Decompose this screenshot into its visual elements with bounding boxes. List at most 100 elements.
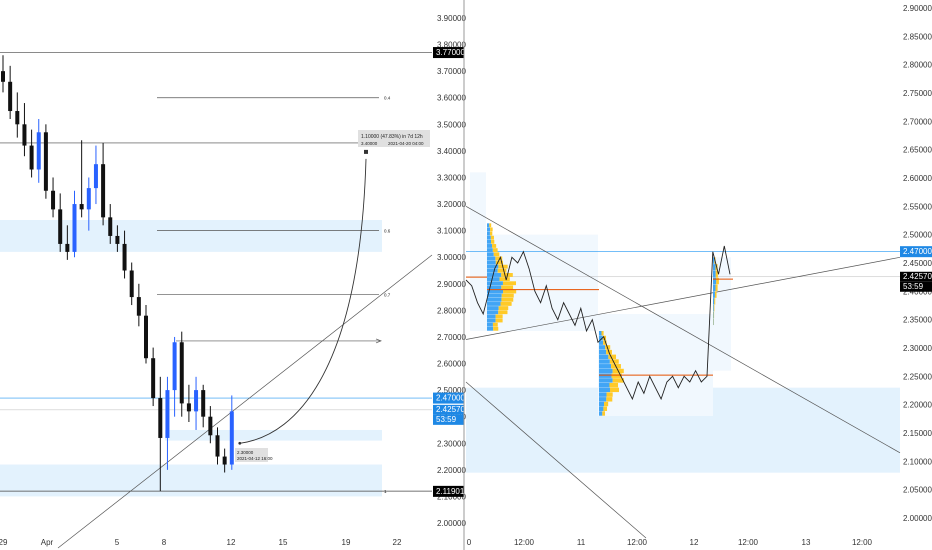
candle-body [222,456,227,465]
measure-label-text: 1.10000 (47.83%) in 7d 12h [361,134,423,140]
volume-profile-bar [599,354,609,360]
candle-body [186,403,191,412]
countdown-badge: 53:59 [436,415,457,424]
y-tick-label: 2.40000 [903,287,932,296]
volume-profile-bar [487,239,492,244]
candle-body [151,358,156,399]
volume-profile-bar [490,227,493,232]
volume-profile-bar [491,239,495,244]
price-level-badge-bg [900,246,932,258]
volume-profile-bar [599,359,610,364]
volume-profile-bar [713,291,715,298]
measure-label-price: 3.40000 [361,141,378,146]
volume-profile-bar [498,306,509,310]
y-tick-label: 2.60000 [903,174,932,183]
volume-profile-bar [713,270,716,278]
measure-label-date: 2021-04-20 04:00 [388,141,424,146]
current-price-badge: 2.42570 [903,272,932,281]
measure-label-box [358,130,430,147]
volume-profile-bar [716,277,719,285]
candle-body [108,217,113,236]
volume-profile-bar [487,273,502,277]
volume-profile-bar [609,387,619,393]
volume-profile-bar [599,406,604,411]
y-tick-label: 3.70000 [437,67,466,76]
volume-profile-bar [497,268,507,273]
volume-profile-bar [713,257,715,264]
y-tick-label: 2.50000 [437,386,466,395]
y-tick-label: 2.00000 [437,519,466,528]
volume-profile-bar [715,284,718,292]
y-tick-label: 2.90000 [903,4,932,13]
volume-profile-bar [487,252,494,257]
x-tick-label: 12:00 [627,538,648,547]
volume-profile-bar [599,335,603,341]
volume-profile-bar [501,297,514,302]
volume-profile-bar [599,401,605,407]
point-label-price: 2.30000 [237,450,254,455]
x-tick-label: 12 [690,538,699,547]
price-level-badge: 2.47000 [903,247,932,256]
right-chart-panel: 2.90000 2.85000 2.80000 2.75000 2.70000 2.650… [465,4,932,547]
volume-profile-bar [493,252,500,257]
y-tick-label: 2.75000 [903,89,932,98]
y-tick-label: 2.65000 [903,146,932,155]
demand-zone [165,429,382,441]
session-range-box [470,172,486,235]
y-tick-label: 2.50000 [903,231,932,240]
volume-profile-bar [713,277,717,285]
projection-end-point [364,149,368,154]
x-tick-label: 5 [115,538,120,547]
y-tick-label: 2.00000 [903,514,932,523]
volume-profile-bar [501,293,514,298]
x-tick-label: 11 [577,538,586,547]
y-tick-label: 2.45000 [903,259,932,268]
y-tick-label: 3.40000 [437,147,466,156]
candle-body [201,390,206,417]
volume-profile-bar [487,314,496,319]
left-chart-panel: 3.90000 3.80000 3.70000 3.60000 3.50000 3.400… [0,14,466,549]
candle-body [36,132,41,170]
volume-profile-bar [495,318,503,323]
candle-body [115,235,120,244]
volume-profile-bar [609,382,619,388]
volume-profile-bar [601,331,604,336]
candle-body [194,390,199,412]
candle-body [43,132,48,191]
volume-profile-bar [487,256,496,261]
x-tick-label: 12:00 [514,538,535,547]
trend-line [465,381,647,539]
projection-start-point [238,441,242,445]
y-tick-label: 2.20000 [903,401,932,410]
x-tick-label: 22 [393,538,402,547]
volume-profile-bar [599,378,613,383]
volume-profile-bar [487,326,494,331]
x-tick-label: 15 [279,538,288,547]
volume-profile-bar [599,340,604,345]
volume-profile-bar [599,382,610,388]
volume-profile-bar [713,311,714,319]
volume-profile-bar [487,227,491,232]
volume-profile-bar [713,264,716,271]
x-tick-label: 19 [342,538,351,547]
candle-body [22,124,27,146]
y-tick-label: 3.30000 [437,173,466,182]
volume-profile-bar [611,373,622,378]
candle-body [65,243,70,252]
candle-body [144,315,148,359]
volume-profile-bar [606,397,613,402]
candle-body [215,435,220,457]
price-level-badge: 3.77000 [436,48,465,57]
volume-profile-bar [487,248,493,253]
countdown-badge-bg [900,281,932,292]
price-level-badge-bg [433,485,464,497]
x-tick-label: 0 [467,538,472,547]
volume-profile-bar [599,331,602,336]
x-tick-label: 12:00 [738,538,759,547]
volume-profile-bar [489,231,493,236]
candle-body [122,243,127,271]
volume-profile-bar [495,260,504,265]
y-tick-label: 2.60000 [437,360,466,369]
volume-profile-bar [604,401,609,407]
